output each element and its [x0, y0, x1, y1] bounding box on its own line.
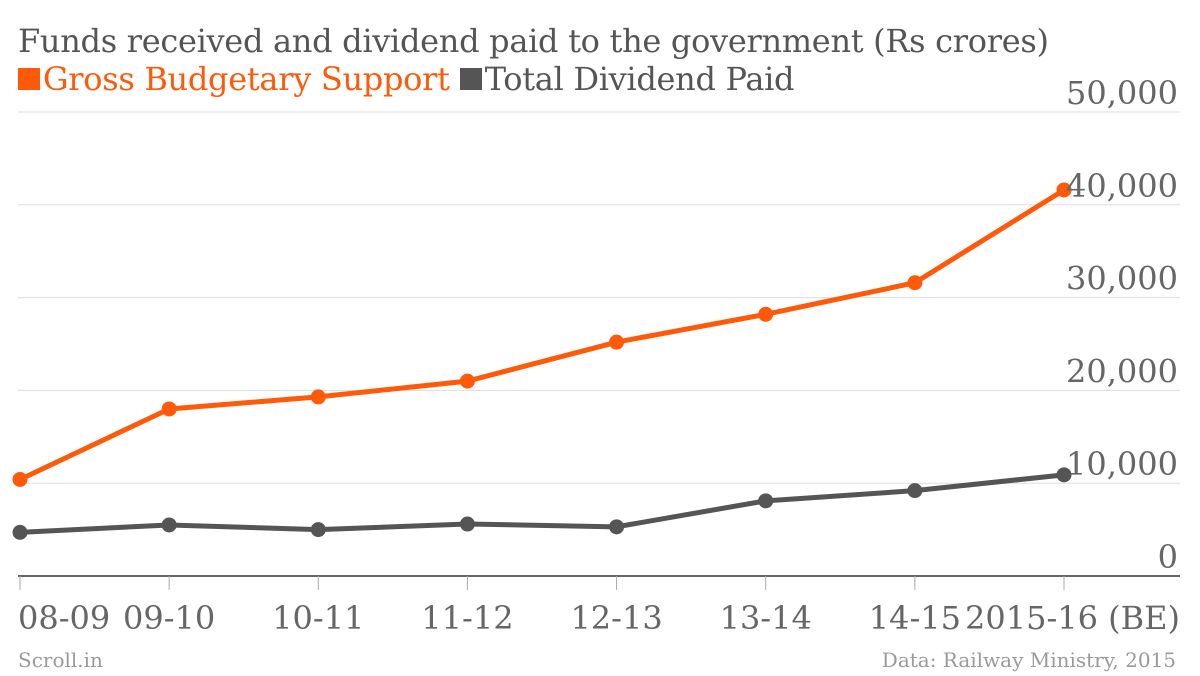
legend-swatch-gross — [18, 68, 40, 90]
x-tick-label: 14-15 — [869, 599, 961, 637]
y-tick-label: 10,000 — [1066, 445, 1178, 483]
y-tick-label: 40,000 — [1066, 167, 1178, 205]
legend-swatch-dividend — [459, 68, 482, 90]
y-tick-label: 50,000 — [1066, 74, 1178, 112]
data-point-series-1 — [609, 519, 625, 535]
footer-source-left: Scroll.in — [18, 648, 103, 672]
series-line-0 — [17, 187, 1067, 482]
x-tick-label: 09-10 — [123, 599, 215, 637]
data-point-series-0 — [758, 306, 774, 322]
data-point-series-1 — [907, 483, 923, 499]
data-point-series-1 — [1056, 467, 1072, 483]
data-point-series-0 — [1056, 182, 1072, 198]
legend: Gross Budgetary Support Total Dividend P… — [18, 60, 804, 98]
x-tick-label: 10-11 — [272, 599, 364, 637]
legend-label-gross: Gross Budgetary Support — [43, 60, 450, 98]
data-point-series-1 — [310, 522, 326, 538]
data-point-series-1 — [161, 517, 177, 533]
data-point-series-1 — [459, 516, 475, 532]
footer-source-right: Data: Railway Ministry, 2015 — [881, 648, 1176, 672]
data-point-series-1 — [12, 524, 28, 540]
data-point-series-0 — [459, 373, 475, 389]
data-point-series-0 — [161, 401, 177, 417]
legend-item-gross-budgetary-support: Gross Budgetary Support — [18, 60, 450, 98]
legend-item-total-dividend-paid: Total Dividend Paid — [459, 60, 795, 98]
x-tick-label: 12-13 — [570, 599, 662, 637]
data-point-series-1 — [758, 493, 774, 509]
x-tick-label: 2015-16 (BE) — [965, 599, 1180, 637]
y-tick-label: 0 — [1158, 538, 1178, 576]
legend-label-dividend: Total Dividend Paid — [484, 60, 795, 98]
x-tick-label: 08-09 — [18, 599, 110, 637]
chart-title: Funds received and dividend paid to the … — [18, 22, 1049, 60]
series-line-1 — [17, 472, 1067, 535]
data-point-series-0 — [609, 334, 625, 350]
data-point-series-0 — [12, 471, 28, 487]
y-tick-label: 30,000 — [1066, 260, 1178, 298]
x-tick-label: 13-14 — [720, 599, 812, 637]
data-point-series-0 — [907, 275, 923, 291]
y-tick-label: 20,000 — [1066, 352, 1178, 390]
data-point-series-0 — [310, 389, 326, 405]
x-tick-label: 11-12 — [421, 599, 513, 637]
